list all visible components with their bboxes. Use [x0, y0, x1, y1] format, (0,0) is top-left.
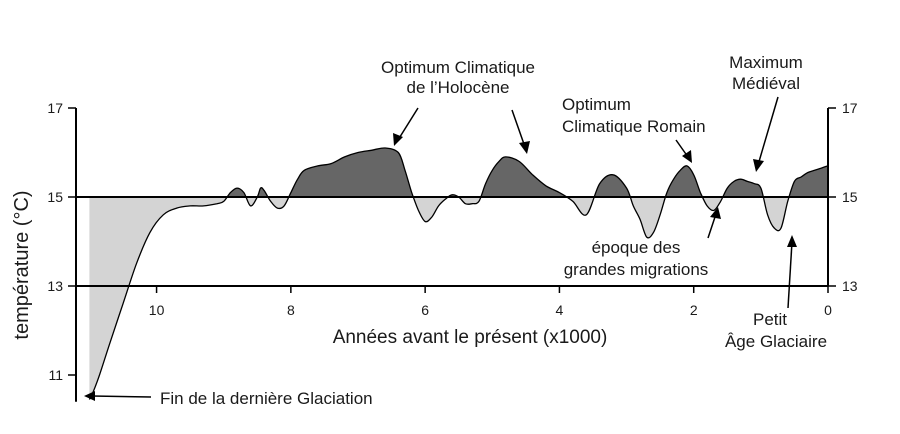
area-fills — [89, 147, 828, 400]
annotation-medieval-line2: Médiéval — [732, 74, 800, 93]
arrow-medieval-head — [753, 159, 764, 172]
annotation-roman: Optimum Climatique Romain — [562, 95, 706, 136]
annotation-glaciation: Fin de la dernière Glaciation — [160, 389, 373, 408]
x-tick-label-0: 0 — [824, 302, 832, 318]
y-tick-label-left-13: 13 — [47, 278, 63, 294]
arrow-migrations-head — [710, 207, 721, 219]
annotation-holocene-line2: de l’Holocène — [406, 78, 509, 97]
arrow-little-ice-age — [787, 241, 793, 309]
annotation-holocene-line1: Optimum Climatique — [381, 58, 535, 77]
arrow-glaciation — [91, 395, 152, 398]
arrow-migrations — [707, 213, 717, 239]
annotation-medieval-line1: Maximum — [729, 53, 803, 72]
annotation-arrows — [84, 96, 797, 401]
y-tick-label-right-15: 15 — [842, 189, 858, 205]
tick-labels: 11 13 15 17 13 15 17 10 8 6 4 2 0 — [47, 100, 857, 383]
annotation-holocene: Optimum Climatique de l’Holocène — [381, 58, 535, 97]
annotation-migrations: époque des grandes migrations — [564, 238, 709, 279]
temperature-line — [88, 147, 829, 400]
x-axis-title: Années avant le présent (x1000) — [333, 327, 608, 348]
annotation-lia-line2: Âge Glaciaire — [725, 332, 827, 351]
arrow-glaciation-head — [84, 391, 95, 401]
y-axis-title: température (°C) — [11, 190, 33, 339]
annotation-lia-line1: Petit — [753, 310, 787, 329]
x-tick-label-2: 2 — [690, 302, 698, 318]
y-tick-label-left-15: 15 — [47, 189, 63, 205]
annotation-medieval: Maximum Médiéval — [729, 53, 803, 93]
arrow-holocene — [397, 107, 419, 141]
arrow-little-ice-age-head — [787, 235, 797, 247]
annotation-glaciation-line1: Fin de la dernière Glaciation — [160, 389, 373, 408]
annotation-roman-line1: Optimum — [562, 95, 631, 114]
y-tick-label-left-11: 11 — [48, 367, 63, 383]
x-tick-label-10: 10 — [149, 302, 165, 318]
annotation-roman-line2: Climatique Romain — [562, 117, 706, 136]
annotation-little-ice-age: Petit Âge Glaciaire — [725, 310, 827, 351]
annotation-migrations-line1: époque des — [592, 238, 681, 257]
arrow-holocene-head — [393, 133, 403, 146]
y-tick-label-right-17: 17 — [842, 100, 858, 116]
y-tick-label-left-17: 17 — [47, 100, 63, 116]
arrow-roman-head — [682, 150, 692, 163]
warm-anomaly-area — [89, 147, 828, 197]
arrow-holocene-4k-head — [519, 141, 530, 154]
annotation-migrations-line2: grandes migrations — [564, 260, 709, 279]
arrow-medieval — [757, 96, 779, 166]
y-tick-label-right-13: 13 — [842, 278, 858, 294]
arrow-holocene-4k — [511, 109, 526, 148]
x-tick-label-8: 8 — [287, 302, 295, 318]
cold-anomaly-area — [89, 197, 828, 400]
x-tick-label-4: 4 — [556, 302, 564, 318]
x-tick-label-6: 6 — [421, 302, 429, 318]
axes — [68, 107, 836, 402]
